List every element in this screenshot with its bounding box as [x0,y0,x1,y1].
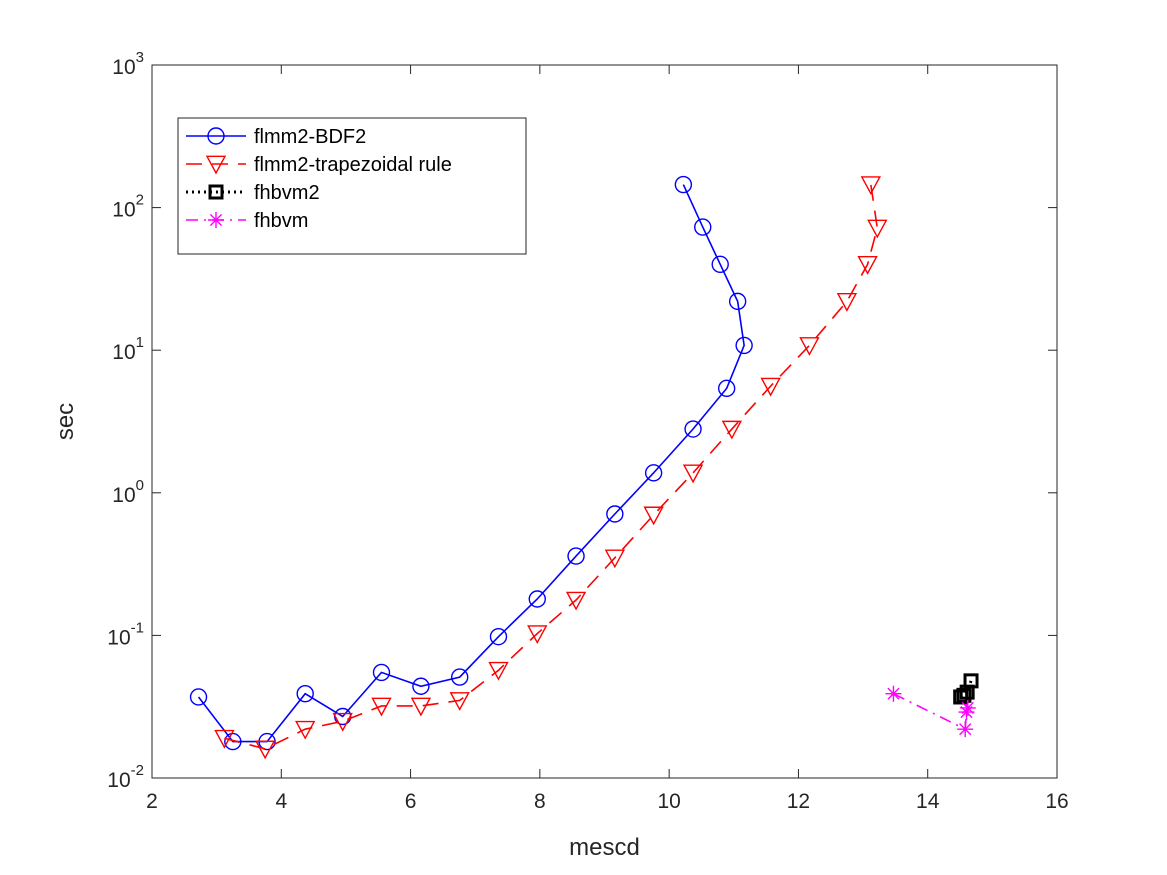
data-point [451,668,469,686]
data-point [799,337,820,356]
y-axis-label: sec [52,403,79,440]
data-point [604,549,626,569]
data-point [857,255,878,275]
x-tick-label: 12 [787,790,810,813]
data-point [860,176,882,196]
series-fhbvm [885,685,976,738]
data-point [372,663,391,682]
data-point [728,292,747,311]
data-point [674,175,693,194]
data-point [956,687,972,703]
x-axis-label: mescd [569,834,640,861]
data-point [410,697,432,717]
data-point [957,721,974,738]
data-point [527,625,548,645]
data-point [371,697,392,717]
data-point [449,692,470,711]
y-tick-label: 10-1 [107,619,144,649]
y-tick-exponent: 0 [136,477,144,494]
data-point [488,661,509,681]
y-tick-base: 10 [107,769,130,792]
y-tick-base: 10 [112,341,135,364]
data-point [332,712,353,732]
data-point [606,505,624,523]
legend-item: fhbvm [186,210,308,232]
y-tick-exponent: -2 [131,762,144,779]
legend-label: fhbvm2 [254,182,320,204]
legend-label: flmm2-trapezoidal rule [254,154,452,176]
x-tick-label: 2 [146,790,158,813]
y-tick-label: 10-2 [107,762,144,792]
data-point [885,685,902,702]
data-point [963,673,979,689]
data-point [721,420,743,440]
y-tick-exponent: -1 [131,619,144,636]
x-tick-label: 14 [916,790,940,813]
y-tick-label: 101 [112,334,144,364]
data-point [489,627,508,646]
legend-item: fhbvm2 [186,182,320,204]
x-tick-label: 16 [1045,790,1068,813]
data-point [867,219,888,239]
legend-item: flmm2-BDF2 [186,126,366,148]
data-point [189,688,208,706]
data-point [684,420,702,438]
data-point [254,740,276,760]
data-point [567,547,585,565]
data-point [735,336,753,355]
data-point [836,293,858,312]
y-tick-label: 102 [112,192,144,222]
data-point [694,218,712,236]
legend-item: flmm2-trapezoidal rule [186,154,452,176]
y-tick-exponent: 1 [136,334,144,351]
data-point [711,255,729,274]
x-tick-label: 10 [657,790,680,813]
data-point [959,699,976,716]
data-point [296,685,314,703]
y-tick-base: 10 [112,199,135,222]
data-point [643,506,664,526]
series-flmm2-trapezoidal-rule [214,176,888,760]
legend-marker [205,155,227,175]
data-point [295,720,316,740]
y-tick-base: 10 [112,56,135,79]
legend-label: flmm2-BDF2 [254,126,366,148]
legend-label: fhbvm [254,210,308,232]
legend-box [177,117,527,255]
data-point [565,591,587,611]
data-point [682,464,704,484]
legend-marker [207,127,225,145]
data-point [528,590,546,608]
y-tick-exponent: 3 [136,49,144,66]
legend: flmm2-BDF2 flmm2-trapezoidal rule fhbvm2 fh… [177,117,527,255]
y-tick-label: 100 [112,477,144,507]
series-fhbvm2 [953,673,979,705]
y-tick-base: 10 [112,484,135,507]
x-tick-label: 4 [275,790,287,813]
data-point [760,377,781,397]
series-line [893,692,969,731]
y-tick-label: 103 [112,49,144,79]
y-tick-base: 10 [107,626,130,649]
x-tick-label: 8 [534,790,546,813]
legend-marker [208,212,224,228]
data-point [644,464,663,482]
y-tick-exponent: 2 [136,192,144,209]
data-point [717,379,736,398]
data-point [412,677,430,695]
data-point [214,729,235,749]
data-point [224,732,242,751]
legend-marker [208,184,224,200]
data-point [958,704,975,721]
series-layer [189,175,979,760]
x-tick-label: 6 [405,790,417,813]
